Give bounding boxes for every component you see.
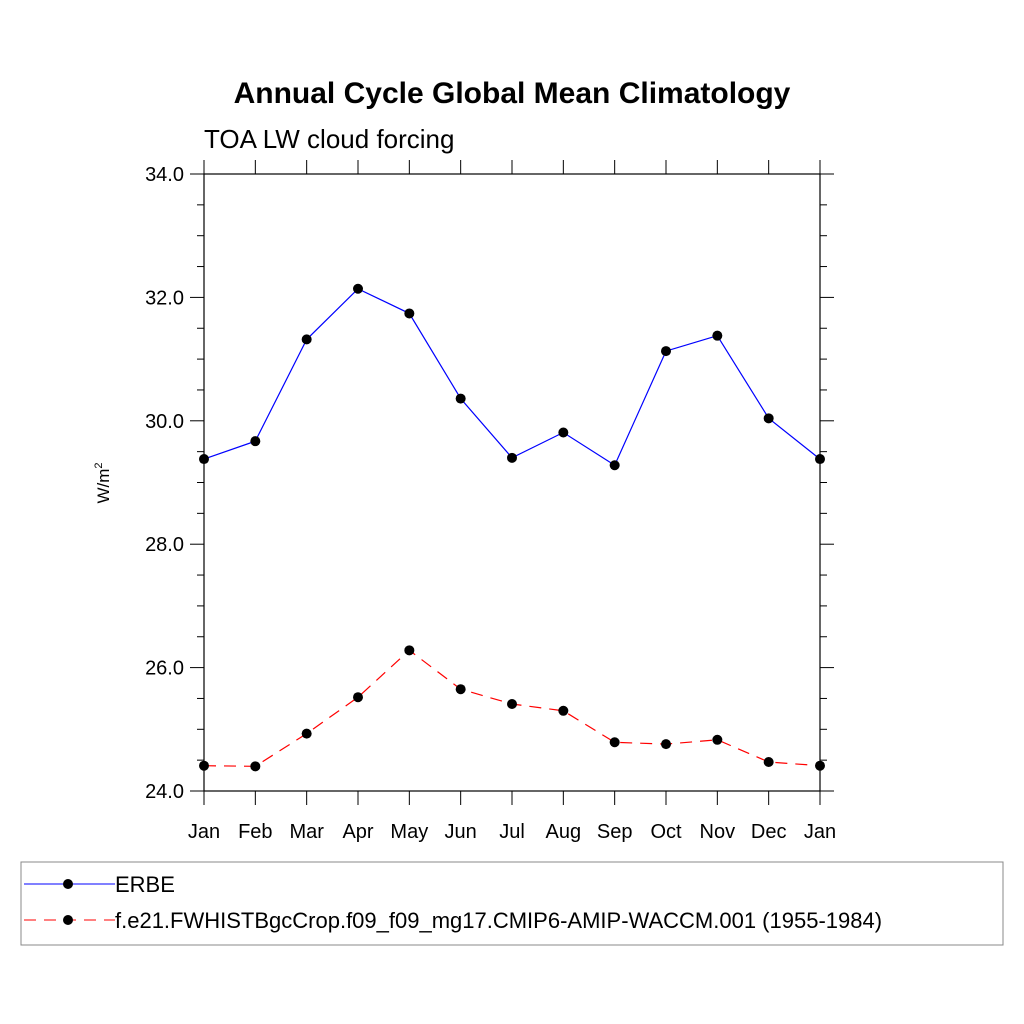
- legend: ERBE f.e21.FWHISTBgcCrop.f09_f09_mg17.CM…: [20, 861, 1004, 946]
- series-0-point: [609, 460, 620, 471]
- y-tick-label: 32.0: [145, 287, 184, 309]
- legend-marker-erbe: [63, 879, 73, 889]
- x-tick-label: Nov: [700, 821, 736, 843]
- series-1-point: [199, 760, 209, 771]
- series-1-point: [712, 734, 723, 745]
- legend-box: [20, 861, 1004, 946]
- series-0-point: [250, 436, 261, 447]
- series-1-point: [404, 645, 415, 656]
- x-tick-label: Jan: [804, 821, 836, 843]
- series-0-point: [301, 334, 312, 345]
- series-0-point: [199, 454, 209, 465]
- series-0-point: [763, 413, 774, 424]
- x-tick-label: Jan: [188, 821, 220, 843]
- series-0-point: [661, 346, 671, 357]
- x-tick-label: Feb: [238, 821, 272, 843]
- y-tick-label: 28.0: [145, 534, 184, 556]
- legend-label-model: f.e21.FWHISTBgcCrop.f09_f09_mg17.CMIP6-A…: [115, 908, 882, 933]
- x-tick-labels: Jan Feb Mar Apr May Jun Jul Aug Sep Oct Nov Dec Jan: [188, 821, 836, 843]
- series-0-point: [455, 393, 466, 404]
- x-tick-label: May: [390, 821, 428, 843]
- plot-frame: [203, 173, 821, 792]
- y-tick-label: 24.0: [145, 781, 184, 803]
- x-tick-label: Sep: [597, 821, 633, 843]
- legend-label-erbe: ERBE: [115, 872, 175, 897]
- series-0-point: [507, 452, 517, 463]
- y-tick-labels: 24.0 26.0 28.0 30.0 32.0 34.0: [145, 164, 184, 803]
- y-axis-title-unit: W/m: [94, 469, 113, 504]
- series-1-point: [353, 692, 363, 703]
- series-0-point: [558, 427, 569, 438]
- y-axis-title: W/m2: [93, 462, 113, 503]
- x-tick-label: Jul: [499, 821, 525, 843]
- axis-ticks: [190, 160, 834, 805]
- series-1-point: [763, 757, 774, 768]
- x-tick-label: Dec: [751, 821, 787, 843]
- series-0-point: [712, 330, 723, 341]
- y-axis-title-sup: 2: [93, 462, 105, 468]
- series-1-point: [250, 761, 261, 772]
- series-1-point: [301, 728, 312, 739]
- series-1-point: [609, 737, 620, 748]
- y-tick-label: 30.0: [145, 411, 184, 433]
- series-1-point: [815, 760, 825, 771]
- series-1-point: [558, 705, 569, 716]
- legend-marker-model: [63, 915, 73, 925]
- series-0-point: [353, 283, 363, 294]
- series-1-point: [455, 684, 466, 695]
- series-1-point: [507, 699, 517, 710]
- x-tick-label: Apr: [342, 821, 373, 843]
- y-tick-label: 26.0: [145, 658, 184, 680]
- x-tick-label: Oct: [650, 821, 682, 843]
- series-0-point: [815, 454, 825, 465]
- chart-subtitle: TOA LW cloud forcing: [204, 124, 454, 154]
- y-tick-label: 34.0: [145, 164, 184, 186]
- series-layer: [199, 283, 825, 772]
- x-tick-label: Mar: [289, 821, 324, 843]
- series-0-point: [404, 308, 415, 319]
- series-line-0: [203, 288, 821, 467]
- chart-title: Annual Cycle Global Mean Climatology: [234, 77, 791, 110]
- x-tick-label: Jun: [445, 821, 477, 843]
- series-1-point: [661, 739, 671, 750]
- x-tick-label: Aug: [546, 821, 582, 843]
